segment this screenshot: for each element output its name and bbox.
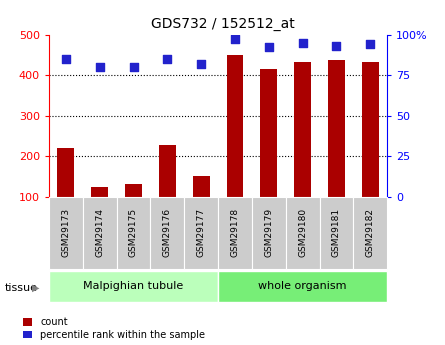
Text: tissue: tissue <box>4 283 37 293</box>
Point <box>367 41 374 47</box>
FancyBboxPatch shape <box>320 197 353 269</box>
Text: GSM29173: GSM29173 <box>61 208 70 257</box>
Point <box>62 56 69 62</box>
Text: GSM29179: GSM29179 <box>264 208 273 257</box>
Point <box>96 64 103 70</box>
FancyBboxPatch shape <box>252 197 286 269</box>
FancyBboxPatch shape <box>150 197 184 269</box>
Bar <box>227 55 243 197</box>
Point <box>198 61 205 67</box>
Text: GSM29177: GSM29177 <box>197 208 206 257</box>
Bar <box>294 62 311 197</box>
Bar <box>159 145 176 197</box>
Bar <box>91 187 108 197</box>
Bar <box>328 60 345 197</box>
Text: ▶: ▶ <box>32 283 40 293</box>
FancyBboxPatch shape <box>353 197 387 269</box>
Text: Malpighian tubule: Malpighian tubule <box>83 281 184 290</box>
FancyBboxPatch shape <box>184 197 218 269</box>
Bar <box>260 69 277 197</box>
Point <box>130 64 137 70</box>
Text: GSM29180: GSM29180 <box>298 208 307 257</box>
Text: whole organism: whole organism <box>259 281 347 290</box>
Bar <box>193 176 210 197</box>
Point <box>265 45 272 50</box>
Text: GDS732 / 152512_at: GDS732 / 152512_at <box>150 17 295 31</box>
Text: GSM29175: GSM29175 <box>129 208 138 257</box>
FancyBboxPatch shape <box>218 271 387 302</box>
FancyBboxPatch shape <box>286 197 320 269</box>
Point <box>231 37 239 42</box>
FancyBboxPatch shape <box>218 197 252 269</box>
FancyBboxPatch shape <box>83 197 117 269</box>
FancyBboxPatch shape <box>49 271 218 302</box>
Bar <box>125 185 142 197</box>
Bar <box>362 62 379 197</box>
Text: GSM29182: GSM29182 <box>366 208 375 257</box>
Text: GSM29178: GSM29178 <box>231 208 239 257</box>
Text: GSM29181: GSM29181 <box>332 208 341 257</box>
Text: GSM29174: GSM29174 <box>95 208 104 257</box>
Point <box>164 56 171 62</box>
Text: GSM29176: GSM29176 <box>163 208 172 257</box>
Legend: count, percentile rank within the sample: count, percentile rank within the sample <box>23 317 205 340</box>
Bar <box>57 148 74 197</box>
Point <box>299 40 306 46</box>
FancyBboxPatch shape <box>117 197 150 269</box>
FancyBboxPatch shape <box>49 197 83 269</box>
Point <box>333 43 340 49</box>
